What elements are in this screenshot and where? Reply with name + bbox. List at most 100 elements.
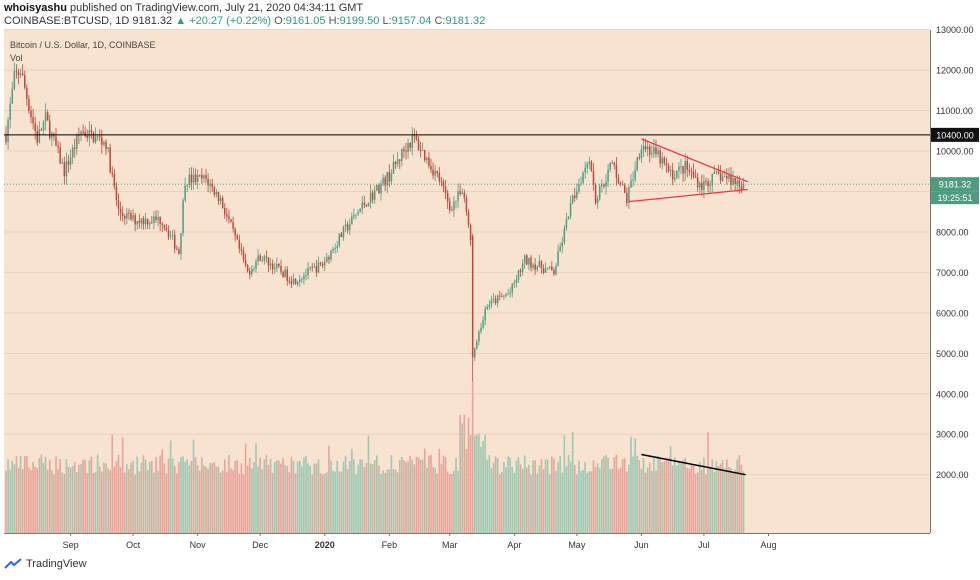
price-tick-label: 11000.00 [936, 106, 973, 116]
volume-bar [711, 459, 714, 533]
volume-bar [36, 468, 39, 533]
candle-body [692, 171, 695, 177]
candle-body [326, 257, 328, 262]
volume-bar [507, 456, 509, 533]
volume-bar [426, 467, 428, 533]
candle-body [734, 177, 736, 184]
volume-bar [523, 455, 526, 533]
candle-body [619, 183, 622, 185]
candle-body [203, 175, 205, 179]
volume-bar [101, 471, 103, 533]
volume-bar [317, 459, 320, 533]
price-axis[interactable] [930, 30, 980, 533]
chart-plot-area[interactable] [4, 30, 930, 533]
candle-body [144, 218, 147, 225]
candle-body [255, 261, 257, 269]
open-label: O: [274, 15, 286, 27]
candle-body [413, 135, 416, 137]
candle-body [501, 296, 503, 298]
candle-body [298, 279, 301, 282]
candle-body [434, 170, 436, 176]
candle-body [109, 147, 111, 173]
candle-body [228, 216, 230, 220]
candle-body [603, 184, 605, 187]
volume-bar [494, 456, 497, 533]
candle-body [511, 283, 513, 293]
candle-body [690, 171, 693, 173]
volume-bar [11, 460, 14, 533]
volume-bar [9, 469, 11, 533]
candle-body [630, 180, 632, 188]
volume-bar [244, 443, 247, 533]
volume-bar [526, 467, 528, 533]
volume-bar [582, 469, 584, 533]
volume-bar [26, 455, 28, 533]
volume-bar [440, 463, 443, 533]
candle-body [613, 162, 616, 166]
volume-bar [394, 469, 397, 533]
candle-body [319, 262, 322, 264]
candle-body [51, 133, 53, 138]
candle-body [682, 166, 684, 174]
candle-body [165, 227, 168, 230]
volume-bar [213, 461, 216, 533]
candle-body [80, 131, 82, 136]
volume-bar [469, 435, 472, 533]
candle-body [294, 278, 297, 285]
time-axis[interactable] [4, 533, 930, 554]
volume-bar [226, 472, 228, 533]
candle-body [578, 184, 580, 192]
volume-bar [269, 458, 272, 533]
candle-body [194, 174, 197, 183]
candle-body [694, 176, 697, 178]
candle-body [363, 202, 366, 206]
publisher-name[interactable]: whoisyashu [4, 2, 67, 14]
countdown-badge [931, 191, 979, 205]
volume-bar [384, 473, 386, 533]
candle-body [386, 172, 388, 186]
volume-bar [544, 459, 547, 533]
volume-bar [628, 464, 630, 533]
volume-bar [557, 462, 559, 533]
candles [5, 62, 745, 384]
candle-body [486, 306, 488, 310]
candle-body [94, 136, 97, 143]
candle-body [267, 257, 270, 266]
candle-body [732, 177, 734, 186]
volume-bar [486, 459, 489, 533]
candle-body [392, 161, 395, 174]
volume-bar [388, 469, 391, 533]
volume-bar [355, 474, 357, 533]
price-tick-label: 4000.00 [936, 389, 969, 399]
volume-bar [57, 469, 59, 533]
volume-bar [142, 455, 145, 533]
candle-body [596, 198, 599, 204]
time-tick-label: Feb [382, 540, 398, 550]
candle-body [513, 282, 516, 284]
volume-bar [713, 471, 716, 533]
candle-body [96, 136, 99, 138]
volume-bar [259, 457, 261, 533]
volume-bar [732, 472, 734, 533]
last-price: 9181.32 [132, 15, 173, 27]
candle-body [521, 263, 524, 272]
candle-body [290, 281, 293, 284]
volume-bar [42, 462, 45, 533]
footer: TradingView [4, 558, 87, 570]
volume-bar [96, 454, 99, 533]
candle-body [34, 123, 36, 131]
candle-body [478, 331, 480, 342]
candle-body [315, 266, 318, 273]
candle-body [632, 179, 634, 181]
volume-bar [453, 470, 455, 533]
candle-body [384, 177, 386, 186]
candle-body [90, 130, 93, 133]
candle-body [532, 264, 534, 268]
candle-body [617, 177, 620, 184]
brand-name[interactable]: TradingView [26, 558, 87, 570]
candle-body [338, 233, 341, 246]
volume-bar [603, 456, 605, 533]
candle-body [373, 190, 376, 200]
volume-bar [19, 455, 22, 533]
candle-body [440, 181, 443, 183]
